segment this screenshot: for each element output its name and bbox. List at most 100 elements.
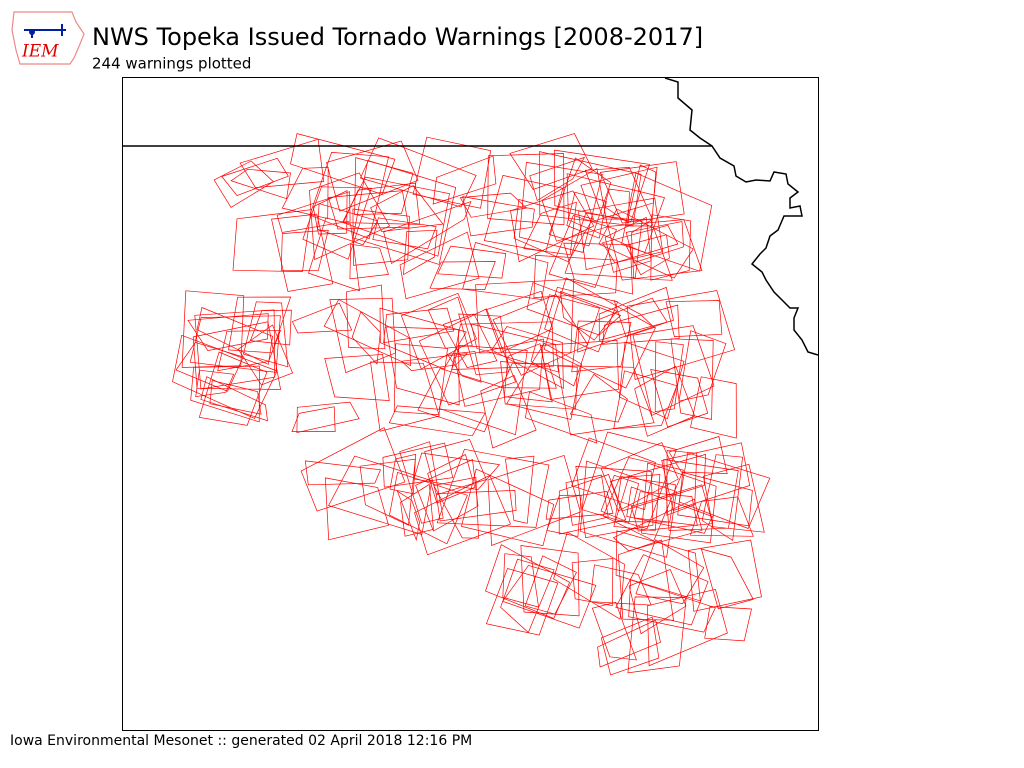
warning-polygon xyxy=(351,311,381,365)
logo-outline xyxy=(11,11,85,65)
warning-polygon xyxy=(641,462,717,544)
warning-polygon xyxy=(487,153,565,226)
warning-polygon xyxy=(462,196,535,237)
warning-polygon xyxy=(564,212,643,279)
warning-polygon xyxy=(389,471,468,545)
warning-polygon xyxy=(309,152,390,240)
warning-polygon xyxy=(581,431,677,530)
warning-polygon xyxy=(400,292,477,370)
warning-polygon xyxy=(281,167,329,220)
warning-polygon xyxy=(296,401,360,434)
warning-polygon xyxy=(523,201,577,256)
warning-polygon xyxy=(324,354,390,401)
warning-polygon xyxy=(291,406,336,432)
warning-polygon xyxy=(196,307,273,365)
warning-polygon xyxy=(614,476,677,523)
warning-polygon xyxy=(544,286,619,353)
warning-polygon xyxy=(446,351,482,383)
warning-polygon xyxy=(181,290,245,368)
warning-polygon xyxy=(326,140,419,212)
title: NWS Topeka Issued Tornado Warnings [2008… xyxy=(92,23,703,51)
warning-polygon xyxy=(560,290,618,341)
warning-polygon xyxy=(505,455,535,524)
warning-polygon xyxy=(418,308,517,406)
warning-polygon xyxy=(359,458,416,526)
warning-polygons xyxy=(172,133,771,676)
warning-polygon xyxy=(462,242,549,300)
warning-polygon xyxy=(194,309,276,390)
warning-polygon xyxy=(460,468,555,547)
warning-polygon xyxy=(615,554,709,626)
warning-polygon xyxy=(221,157,289,197)
warning-polygon xyxy=(228,296,292,354)
warning-polygon xyxy=(485,544,571,619)
warning-polygon xyxy=(626,290,736,380)
warning-polygon xyxy=(661,442,751,511)
warning-polygon xyxy=(304,460,382,486)
warning-polygon xyxy=(323,299,411,367)
warning-polygon xyxy=(433,476,479,539)
warning-polygon xyxy=(485,290,554,353)
warning-polygon xyxy=(458,313,509,376)
subtitle: 244 warnings plotted xyxy=(92,55,251,73)
warning-polygon xyxy=(584,167,653,220)
warning-polygon xyxy=(704,606,752,642)
warning-polygon xyxy=(609,453,706,512)
warning-polygon xyxy=(459,192,528,218)
warning-polygon xyxy=(625,234,670,276)
warning-polygon xyxy=(506,342,582,420)
warning-polygon xyxy=(631,219,673,281)
warning-polygon xyxy=(312,190,348,235)
warning-polygon xyxy=(650,369,709,428)
warning-polygon xyxy=(349,243,389,280)
warning-polygon xyxy=(427,296,473,349)
warning-polygon xyxy=(354,157,414,215)
warning-polygon xyxy=(625,221,684,264)
warning-polygon xyxy=(626,486,713,534)
warning-polygon xyxy=(491,326,564,389)
warning-polygon xyxy=(195,369,235,398)
warning-polygon xyxy=(237,324,294,386)
warning-polygon xyxy=(389,453,417,495)
warning-polygon xyxy=(524,555,577,615)
warning-polygon xyxy=(417,367,503,433)
warning-polygon xyxy=(432,155,497,205)
warning-polygon xyxy=(502,564,597,629)
warning-polygon xyxy=(172,334,278,419)
warning-polygon xyxy=(628,568,687,635)
warning-polygon xyxy=(599,161,685,224)
warning-polygon xyxy=(613,370,678,430)
map-frame xyxy=(122,77,819,731)
logo-text: IEM xyxy=(21,42,59,62)
warning-polygon xyxy=(635,539,705,605)
warning-polygon xyxy=(383,307,455,344)
warning-polygon xyxy=(453,338,544,407)
warning-polygon xyxy=(557,365,655,436)
warning-polygon xyxy=(427,453,476,504)
warning-polygon xyxy=(239,138,325,188)
warning-polygon xyxy=(597,619,661,668)
warning-polygon xyxy=(603,188,630,224)
warning-polygon xyxy=(309,172,391,261)
warning-polygon xyxy=(702,463,765,533)
warning-polygon xyxy=(689,496,754,537)
warning-polygon xyxy=(475,278,575,354)
warning-polygon xyxy=(529,156,586,202)
warning-polygon xyxy=(607,219,703,281)
warning-polygon xyxy=(300,427,406,512)
warning-polygon xyxy=(483,174,564,253)
warning-polygon xyxy=(276,191,351,233)
warning-polygon xyxy=(548,214,617,288)
warning-polygon xyxy=(189,315,281,373)
warning-polygon xyxy=(485,568,559,636)
warning-polygon xyxy=(399,231,480,300)
warning-polygon xyxy=(190,365,260,423)
warning-polygon xyxy=(415,458,479,532)
warning-polygon xyxy=(678,330,727,402)
warning-polygon xyxy=(600,442,679,512)
warning-polygon xyxy=(271,213,334,292)
warning-polygon xyxy=(382,442,454,488)
warning-polygon xyxy=(346,284,386,350)
warning-polygon xyxy=(598,208,694,279)
warning-polygon xyxy=(187,313,269,351)
